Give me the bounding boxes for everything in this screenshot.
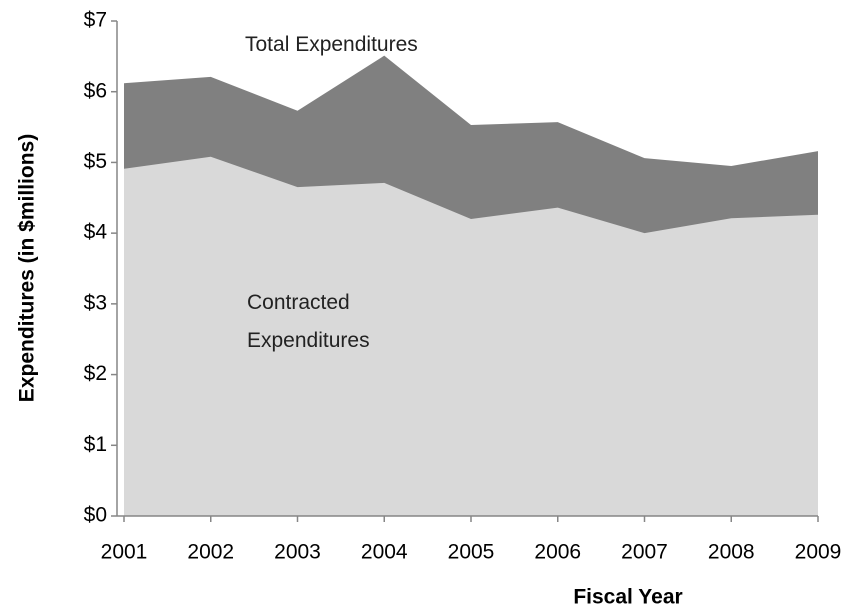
y-tick-label: $0 xyxy=(84,504,107,527)
y-tick-label: $5 xyxy=(84,150,107,173)
y-tick-label: $4 xyxy=(84,221,108,244)
y-axis-label: Expenditures (in $millions) xyxy=(16,134,39,402)
y-tick-label: $2 xyxy=(84,362,107,385)
y-tick-label: $3 xyxy=(84,291,107,314)
x-tick-label: 2009 xyxy=(795,541,842,564)
y-tick-label: $6 xyxy=(84,79,107,102)
x-tick-label: 2008 xyxy=(708,541,755,564)
x-tick-label: 2007 xyxy=(621,541,668,564)
x-tick-label: 2005 xyxy=(448,541,495,564)
x-axis-label: Fiscal Year xyxy=(573,586,682,609)
x-tick-label: 2004 xyxy=(361,541,408,564)
x-tick-label: 2006 xyxy=(534,541,581,564)
series-label: Total Expenditures xyxy=(245,33,418,56)
x-tick-label: 2002 xyxy=(187,541,234,564)
area xyxy=(124,156,818,516)
series-label: Contracted Expenditures xyxy=(247,291,370,352)
y-tick-label: $1 xyxy=(84,433,107,456)
x-tick-label: 2001 xyxy=(101,541,148,564)
x-tick-label: 2003 xyxy=(274,541,321,564)
y-tick-label: $7 xyxy=(84,9,107,32)
